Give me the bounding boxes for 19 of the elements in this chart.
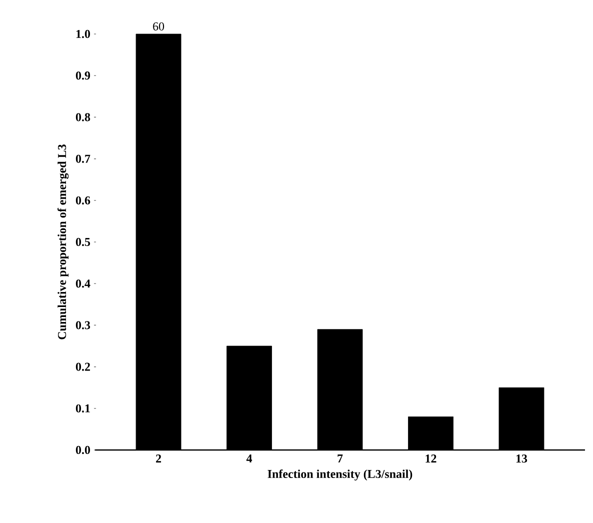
y-axis-title: Cumulative proportion of emerged L3: [58, 144, 69, 340]
y-tick-label: 0.1: [76, 404, 90, 412]
y-tick-label: 0.3: [76, 321, 90, 330]
y-tick-label: 0.5: [76, 238, 90, 246]
y-tick-label: 0.0: [76, 446, 90, 454]
y-tick-label: 1.0: [76, 30, 90, 38]
x-tick-label: 13: [516, 454, 528, 463]
y-tick-label: 0.4: [76, 280, 90, 288]
x-tick-label: 2: [156, 454, 162, 462]
y-tick-label: 0.2: [76, 362, 90, 371]
y-tick-label: 0.6: [76, 196, 90, 204]
x-tick-label: 7: [338, 454, 343, 462]
x-tick-label: 12: [426, 454, 436, 462]
x-axis-title: Infection intensity (L3/snail): [268, 469, 412, 480]
y-tick-label: 0.8: [76, 113, 90, 122]
x-tick-label: 4: [246, 454, 252, 462]
y-tick-label: 0.9: [76, 72, 90, 80]
annotation: 60: [153, 22, 164, 30]
y-tick-label: 0.7: [76, 154, 90, 163]
